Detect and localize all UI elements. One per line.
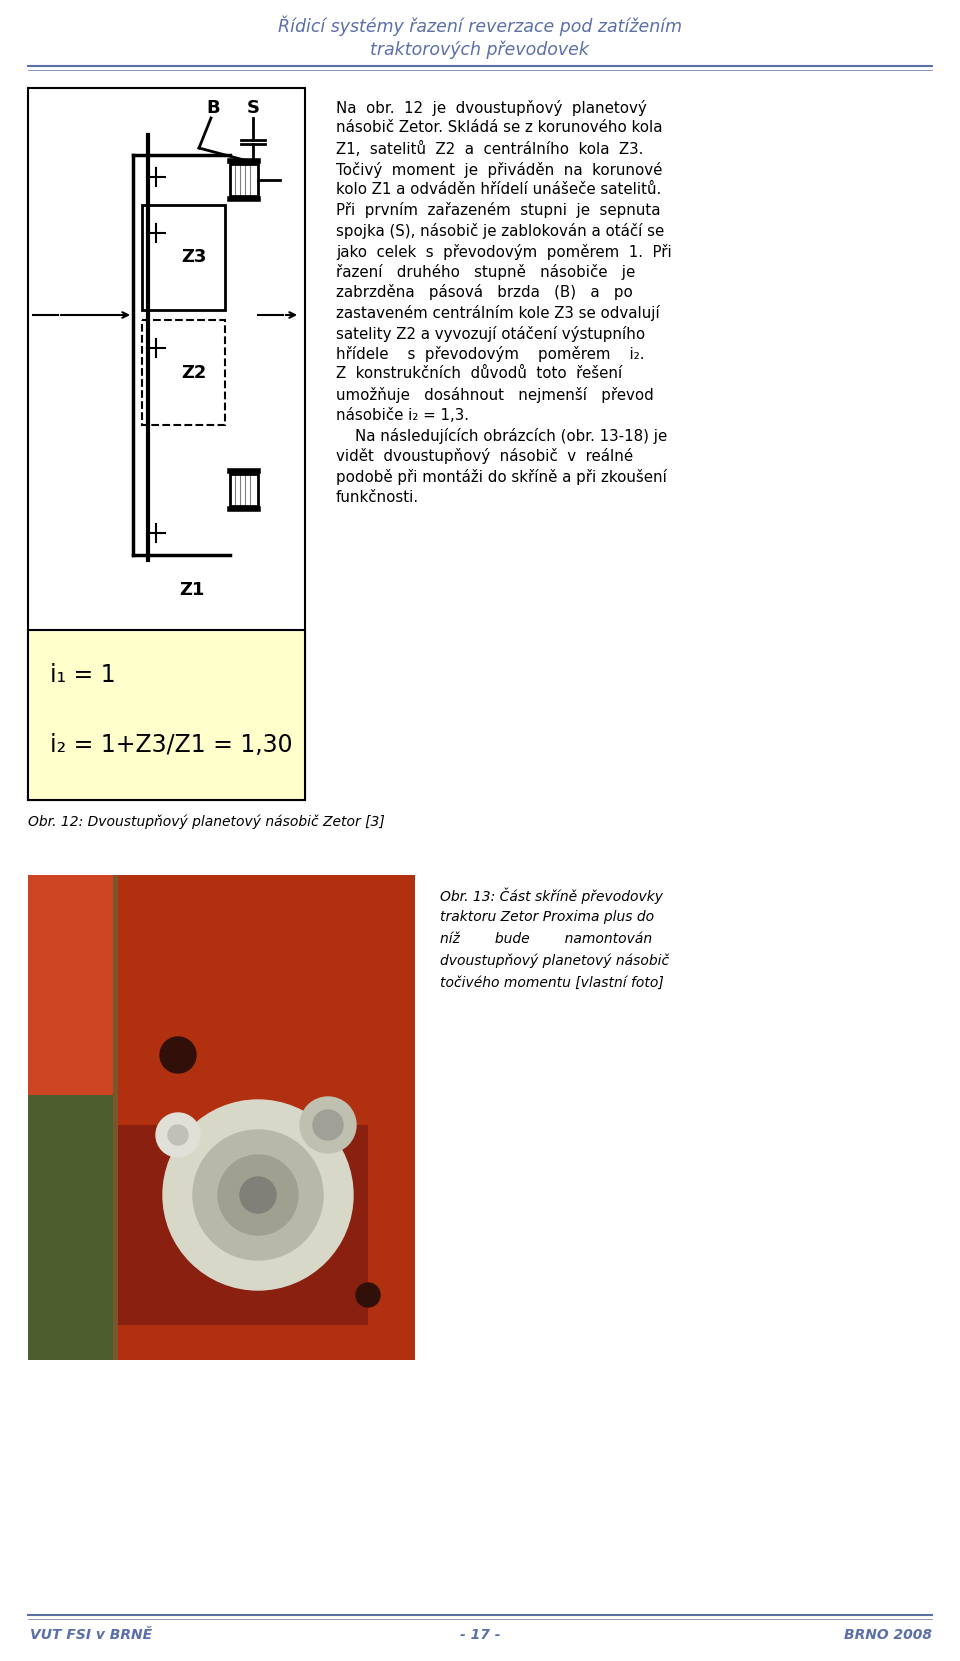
Text: funkčnosti.: funkčnosti. [336,490,420,505]
Text: hřídele    s  převodovým    poměrem    i₂.: hřídele s převodovým poměrem i₂. [336,345,644,362]
Text: točivého momentu [vlastní foto]: točivého momentu [vlastní foto] [440,977,663,990]
Bar [28,875,415,1360]
Circle shape [240,1178,276,1213]
Text: BRNO 2008: BRNO 2008 [844,1628,932,1643]
Text: S: S [247,100,259,116]
Text: jako  celek  s  převodovým  poměrem  1.  Při: jako celek s převodovým poměrem 1. Při [336,244,672,259]
Text: řazení   druhého   stupně   násobiče   je: řazení druhého stupně násobiče je [336,264,636,281]
Bar [230,473,258,507]
Text: násobiče i₂ = 1,3.: násobiče i₂ = 1,3. [336,407,469,422]
Text: - 17 -: - 17 - [460,1628,500,1643]
Bar [28,875,113,1095]
Text: spojka (S), násobič je zablokován a otáčí se: spojka (S), násobič je zablokován a otáč… [336,223,664,239]
Circle shape [160,1036,196,1073]
Bar [28,630,305,801]
Text: kolo Z1 a odváděn hřídelí unášeče satelitů.: kolo Z1 a odváděn hřídelí unášeče sateli… [336,183,661,198]
Circle shape [300,1096,356,1153]
Text: Řídicí systémy řazení reverzace pod zatížením: Řídicí systémy řazení reverzace pod zatí… [278,15,682,37]
Text: zastaveném centrálním kole Z3 se odvalují: zastaveném centrálním kole Z3 se odvaluj… [336,306,660,321]
Text: satelity Z2 a vyvozují otáčení výstupního: satelity Z2 a vyvozují otáčení výstupníh… [336,326,645,342]
Bar [28,88,305,801]
Text: Při  prvním  zařazeném  stupni  je  sepnuta: Při prvním zařazeném stupni je sepnuta [336,203,660,219]
Text: traktoru Zetor Proxima plus do: traktoru Zetor Proxima plus do [440,910,654,924]
Text: Z2: Z2 [180,364,206,382]
Circle shape [356,1282,380,1307]
Text: VUT FSI v BRNĚ: VUT FSI v BRNĚ [30,1628,152,1643]
Text: traktorových převodovek: traktorových převodovek [371,42,589,60]
Text: Na následujících obrázcích (obr. 13-18) je: Na následujících obrázcích (obr. 13-18) … [336,429,667,443]
Text: níž        bude        namontován: níž bude namontován [440,932,652,947]
Text: Z  konstrukčních  důvodů  toto  řešení: Z konstrukčních důvodů toto řešení [336,367,622,382]
Bar [28,875,123,1360]
Bar [142,204,225,311]
Bar [118,1124,368,1325]
Circle shape [313,1110,343,1139]
Circle shape [156,1113,200,1158]
Bar [230,164,258,196]
Text: i₂ = 1+Z3/Z1 = 1,30: i₂ = 1+Z3/Z1 = 1,30 [50,733,293,757]
Circle shape [163,1100,353,1291]
Text: násobič Zetor. Skládá se z korunového kola: násobič Zetor. Skládá se z korunového ko… [336,121,662,136]
Text: i₁ = 1: i₁ = 1 [50,663,115,688]
Text: zabrzděna   pásová   brzda   (B)   a   po: zabrzděna pásová brzda (B) a po [336,284,633,301]
Bar [118,875,415,1360]
Circle shape [218,1154,298,1236]
Text: dvoustupňový planetový násobič: dvoustupňový planetový násobič [440,953,669,968]
Circle shape [193,1129,323,1261]
Circle shape [168,1124,188,1144]
Text: Na  obr.  12  je  dvoustupňový  planetový: Na obr. 12 je dvoustupňový planetový [336,100,647,116]
Text: Z1,  satelitů  Z2  a  centrálního  kola  Z3.: Z1, satelitů Z2 a centrálního kola Z3. [336,141,643,158]
Text: Obr. 12: Dvoustupňový planetový násobič Zetor [3]: Obr. 12: Dvoustupňový planetový násobič … [28,816,385,829]
Bar [142,321,225,425]
Text: B: B [206,100,220,116]
Text: podobě při montáži do skříně a při zkoušení: podobě při montáži do skříně a při zkouš… [336,468,667,485]
Text: Obr. 13: Část skříně převodovky: Obr. 13: Část skříně převodovky [440,889,663,905]
Text: Z1: Z1 [179,581,204,600]
Text: vidět  dvoustupňový  násobič  v  reálné: vidět dvoustupňový násobič v reálné [336,448,634,465]
Bar [28,1095,113,1360]
Text: Z3: Z3 [180,249,206,266]
Text: umožňuje   dosáhnout   nejmenší   převod: umožňuje dosáhnout nejmenší převod [336,387,654,404]
Text: Točivý  moment  je  přiváděn  na  korunové: Točivý moment je přiváděn na korunové [336,161,662,178]
